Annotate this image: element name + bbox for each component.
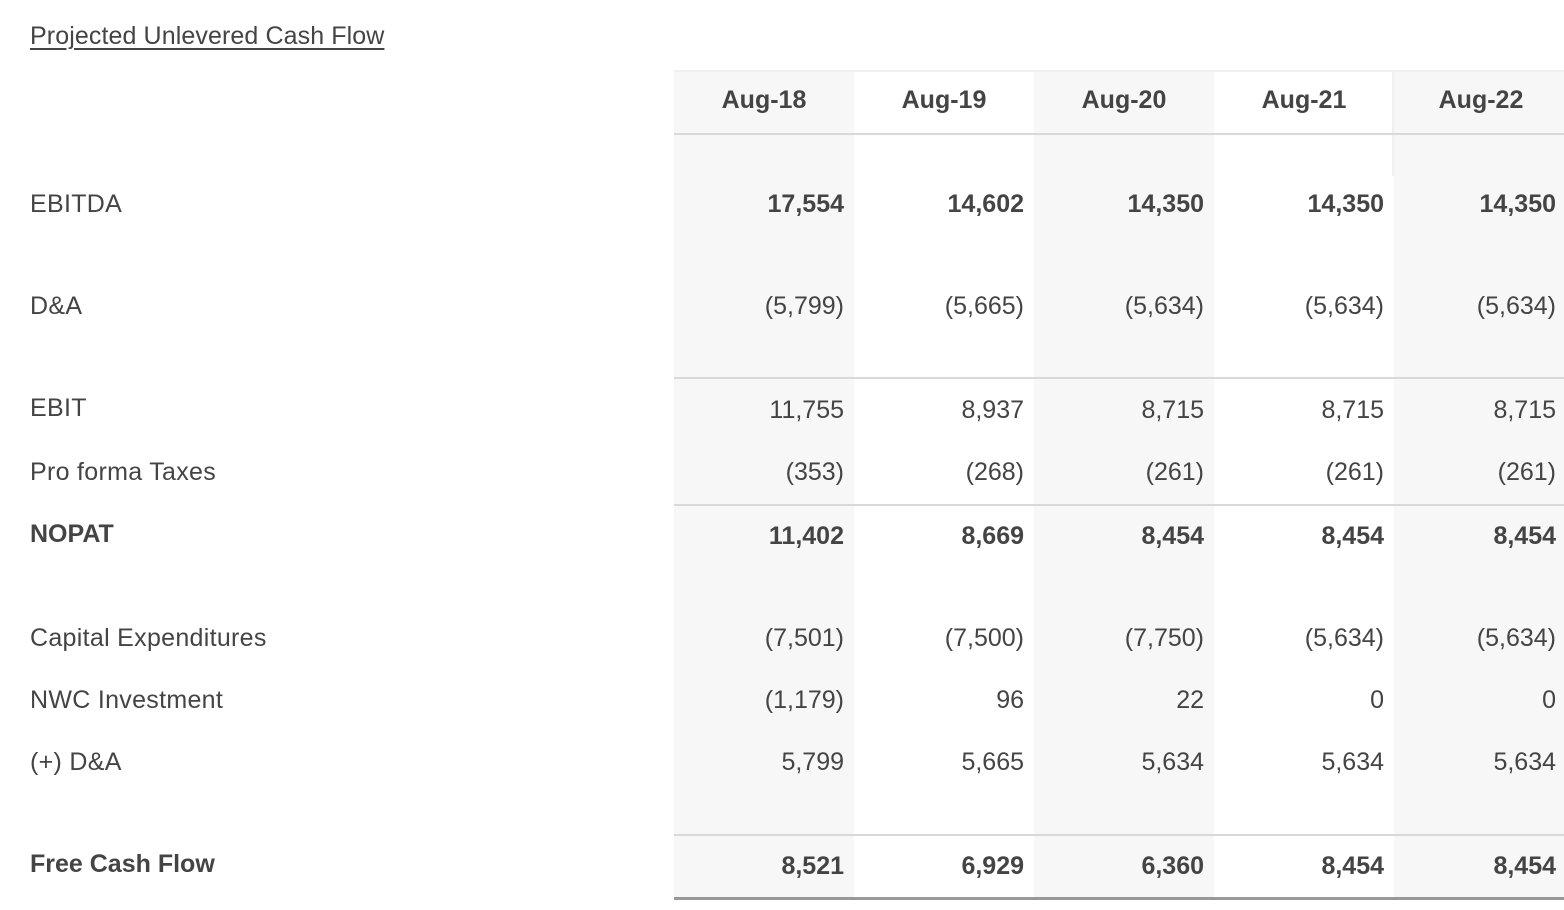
- column-header-aug-21: Aug-21: [1261, 86, 1347, 114]
- cell: 8,521: [781, 852, 844, 880]
- cell: 22: [1176, 686, 1204, 714]
- cell: 8,454: [1493, 852, 1556, 880]
- cell: (261): [1145, 458, 1204, 486]
- cell: (5,634): [1124, 292, 1204, 320]
- cell: (5,665): [944, 292, 1024, 320]
- row-label: EBITDA: [30, 190, 123, 218]
- cell: 8,715: [1141, 396, 1204, 424]
- cell: 8,454: [1321, 852, 1384, 880]
- row-label: Free Cash Flow: [30, 850, 215, 878]
- nopat-top-rule: [674, 504, 1564, 506]
- row-label: NWC Investment: [30, 686, 224, 714]
- cell: 14,350: [1307, 190, 1384, 218]
- column-stripe-aug-22: [1394, 70, 1564, 900]
- row-label: D&A: [30, 292, 83, 320]
- cell: (353): [785, 458, 844, 486]
- cell: 14,602: [947, 190, 1024, 218]
- column-separator: [1392, 70, 1394, 176]
- fcf-top-rule: [674, 834, 1564, 836]
- cell: 6,929: [961, 852, 1024, 880]
- row-label: Capital Expenditures: [30, 624, 267, 652]
- header-top-line: [674, 70, 1564, 72]
- row-label: Pro forma Taxes: [30, 458, 217, 486]
- cell: 0: [1542, 686, 1556, 714]
- column-header-aug-18: Aug-18: [721, 86, 807, 114]
- cell: (5,634): [1304, 292, 1384, 320]
- cell: 11,402: [768, 522, 844, 550]
- row-label: EBIT: [30, 394, 87, 422]
- column-header-aug-22: Aug-22: [1438, 86, 1524, 114]
- row-label: NOPAT: [30, 520, 114, 548]
- cell: 11,755: [769, 396, 844, 424]
- cell: (5,634): [1304, 624, 1384, 652]
- cell: 8,454: [1321, 522, 1384, 550]
- cell: 5,634: [1321, 748, 1384, 776]
- cell: 8,715: [1321, 396, 1384, 424]
- cell: (268): [965, 458, 1024, 486]
- cell: 5,634: [1141, 748, 1204, 776]
- fcf-bottom-rule: [674, 897, 1564, 900]
- cell: 8,454: [1493, 522, 1556, 550]
- ebit-top-rule: [674, 377, 1564, 379]
- cell: 6,360: [1141, 852, 1204, 880]
- cell: (5,799): [764, 292, 844, 320]
- column-header-aug-20: Aug-20: [1081, 86, 1167, 114]
- cell: 5,665: [961, 748, 1024, 776]
- cell: 8,937: [961, 396, 1024, 424]
- cell: (7,500): [944, 624, 1024, 652]
- cell: 14,350: [1479, 190, 1556, 218]
- cell: 5,799: [781, 748, 844, 776]
- column-stripe-aug-20: [1034, 70, 1214, 900]
- cell: (5,634): [1476, 624, 1556, 652]
- cell: (7,501): [764, 624, 844, 652]
- cell: (1,179): [764, 686, 844, 714]
- cell: 5,634: [1493, 748, 1556, 776]
- column-stripe-aug-18: [674, 70, 854, 900]
- cell: (261): [1497, 458, 1556, 486]
- cell: (5,634): [1476, 292, 1556, 320]
- cell: 14,350: [1127, 190, 1204, 218]
- cell: 8,669: [961, 522, 1024, 550]
- cell: 8,715: [1493, 396, 1556, 424]
- page-title[interactable]: Projected Unlevered Cash Flow: [30, 22, 385, 50]
- cell: (7,750): [1124, 624, 1204, 652]
- cell: (261): [1325, 458, 1384, 486]
- cell: 0: [1370, 686, 1384, 714]
- cell: 17,554: [767, 190, 844, 218]
- cell: 8,454: [1141, 522, 1204, 550]
- cell: 96: [996, 686, 1024, 714]
- column-header-aug-19: Aug-19: [901, 86, 987, 114]
- row-label: (+) D&A: [30, 748, 122, 776]
- header-bottom-rule: [674, 133, 1564, 135]
